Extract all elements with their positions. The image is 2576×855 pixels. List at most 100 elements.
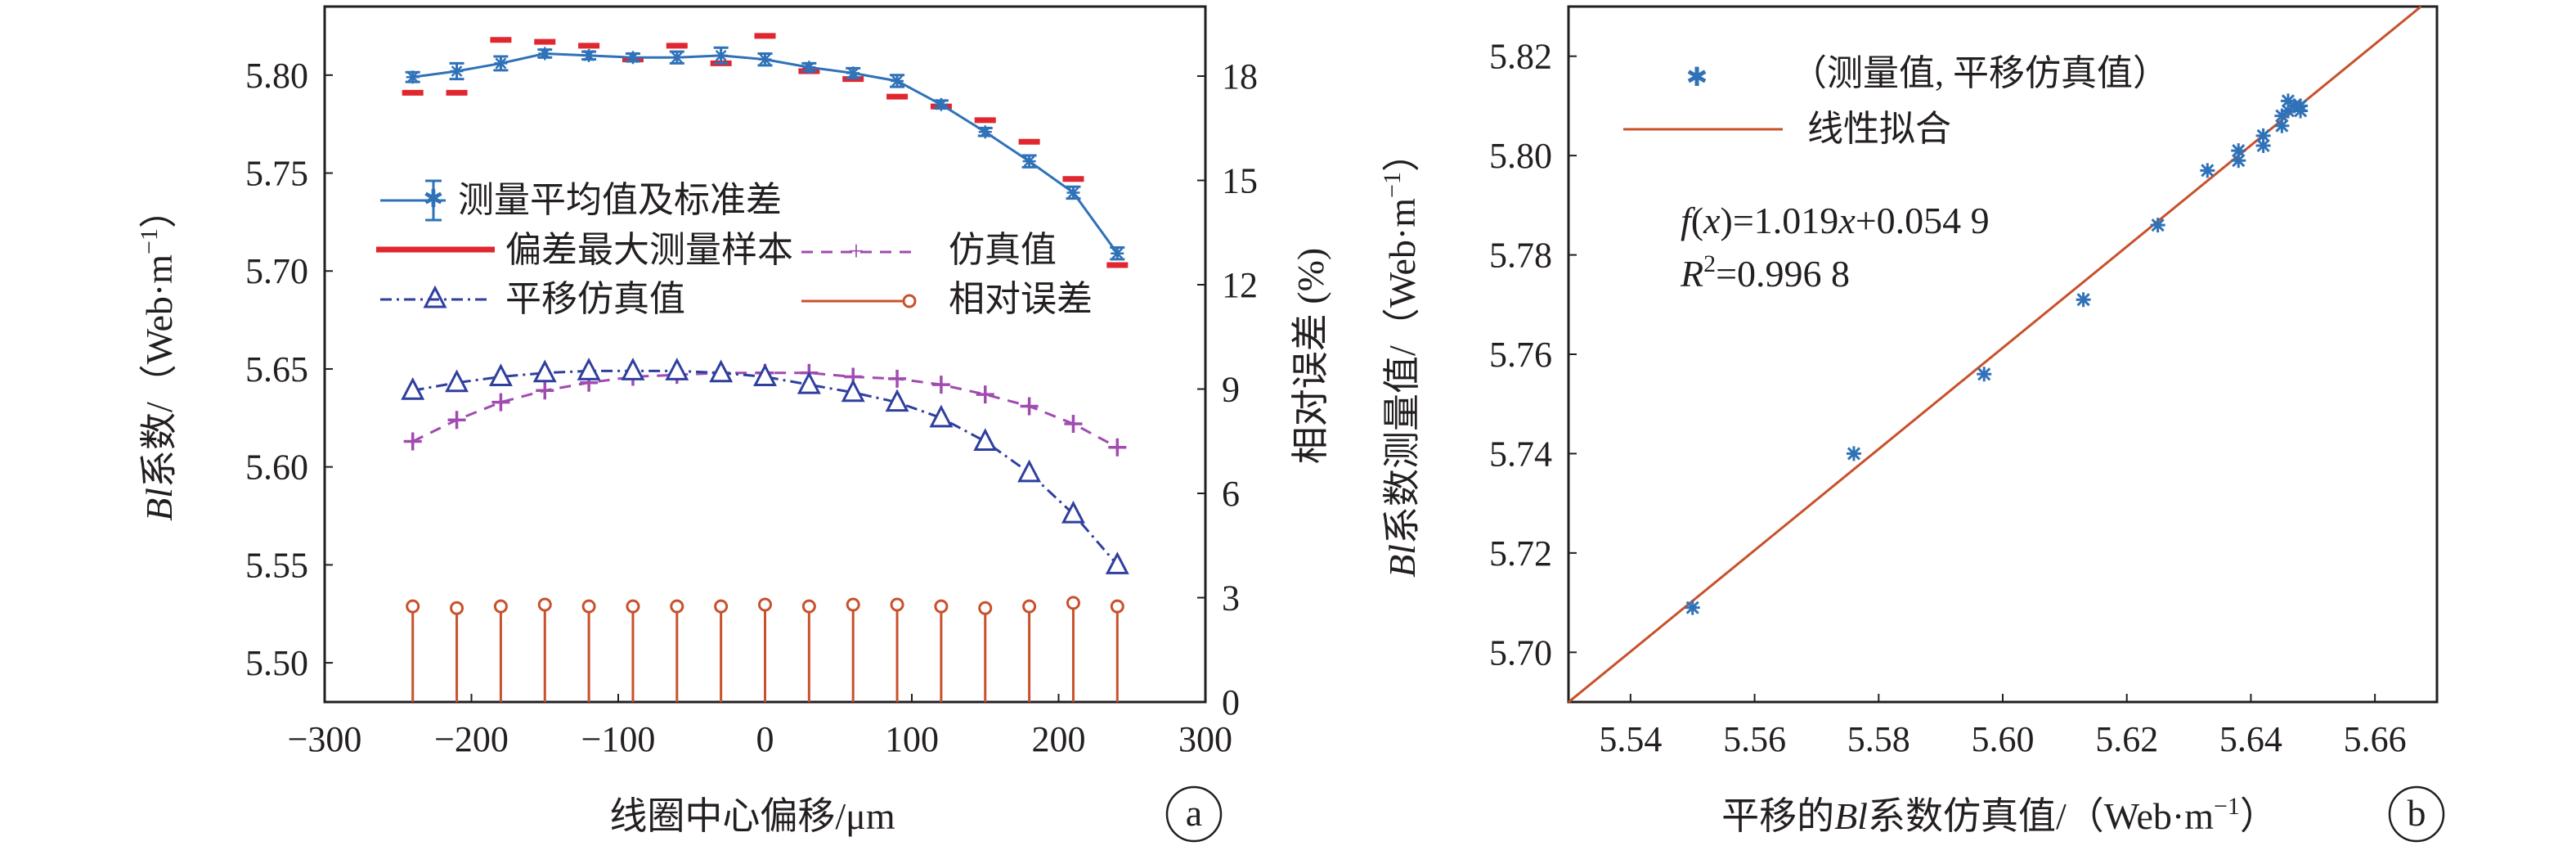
- y-left-tick-label: 5.55: [245, 545, 308, 585]
- relative-error-marker: [758, 597, 772, 612]
- scatter-point: [2150, 218, 2165, 233]
- y-left-tick-label: 5.75: [245, 154, 308, 194]
- x-tick-label: −200: [434, 719, 509, 759]
- panel-a-x-label: 线圈中心偏移/μm: [609, 795, 895, 837]
- scatter-point: [2076, 292, 2091, 308]
- shifted-point: [488, 363, 513, 387]
- measured-point: [582, 48, 596, 62]
- shifted-series: [401, 358, 1129, 574]
- x-tick-label: 5.60: [1972, 719, 2035, 759]
- measured-point: [494, 56, 508, 70]
- x-tick-label: 5.62: [2095, 719, 2158, 759]
- svg-text:✱: ✱: [423, 186, 443, 213]
- shifted-point: [577, 358, 601, 380]
- measured-series: [405, 46, 1125, 261]
- panel-b-y-label: Bl系数测量值/（Web·m−1）: [1379, 134, 1423, 578]
- x-tick-label: −100: [581, 719, 656, 759]
- legend-label-points: （测量值, 平移仿真值）: [1791, 53, 2169, 93]
- y-left-tick-label: 5.60: [245, 448, 308, 488]
- relative-error-marker: [801, 599, 816, 614]
- shifted-point: [885, 389, 909, 412]
- panel-a-tag: a: [1165, 785, 1223, 843]
- relative-error-marker: [714, 599, 729, 614]
- measured-point: [1066, 186, 1080, 200]
- y-left-tick-label: 5.50: [245, 643, 308, 683]
- simulated-point: [536, 381, 554, 400]
- simulated-point: [403, 432, 422, 451]
- x-tick-label: 5.66: [2344, 719, 2407, 759]
- legend-item-points: ✱ （测量值, 平移仿真值）: [1686, 53, 2169, 93]
- shifted-point: [797, 371, 821, 394]
- measured-point: [934, 97, 948, 111]
- svg-text:+: +: [848, 236, 864, 267]
- legend-label-fit: 线性拟合: [1807, 109, 1951, 149]
- shifted-point: [1105, 551, 1129, 574]
- legend-item-deviation: 偏差最大测量样本: [376, 230, 793, 270]
- shifted-point: [1017, 459, 1042, 483]
- legend-item-simulated: + 仿真值: [801, 230, 1057, 270]
- scatter-point: [2280, 93, 2296, 109]
- x-tick-label: 100: [885, 719, 939, 759]
- svg-text:✱: ✱: [1686, 62, 1708, 92]
- legend-label-measured: 测量平均值及标准差: [458, 180, 782, 220]
- panel-b: 5.54 5.56 5.58 5.60 5.62 5.64 5.66 5.705.725.7…: [1379, 5, 2445, 843]
- simulated-point: [976, 385, 994, 404]
- simulated-point: [491, 393, 510, 412]
- x-tick-label: 200: [1032, 719, 1086, 759]
- legend-label-relative-error: 相对误差: [949, 279, 1093, 319]
- y-tick-label: 5.72: [1489, 533, 1552, 574]
- legend-item-relative-error: 相对误差: [801, 279, 1093, 319]
- relative-error-marker: [493, 599, 508, 614]
- shifted-point: [753, 363, 777, 387]
- scatter-point: [2293, 98, 2309, 114]
- relative-error-marker: [846, 597, 860, 612]
- y-tick-label: 5.78: [1489, 236, 1552, 276]
- y-right-tick-label: 12: [1222, 265, 1258, 305]
- shifted-line: [412, 369, 1119, 566]
- measured-point: [626, 51, 640, 65]
- relative-error-marker: [1022, 599, 1037, 614]
- y-tick-label: 5.70: [1489, 632, 1552, 673]
- measured-point: [978, 125, 992, 139]
- legend-item-measured: ✱ 测量平均值及标准差: [380, 179, 782, 222]
- y-right-tick-label: 15: [1222, 161, 1258, 201]
- simulated-point: [447, 411, 466, 430]
- shifted-point: [929, 404, 954, 428]
- shifted-point: [445, 369, 469, 393]
- y-right-tick-label: 0: [1222, 682, 1240, 722]
- legend-item-fit: 线性拟合: [1623, 109, 1951, 149]
- shifted-point: [709, 359, 734, 383]
- scatter-points: [1685, 93, 2309, 615]
- relative-error-marker: [1066, 596, 1080, 610]
- relative-error-marker: [934, 599, 949, 614]
- simulated-point: [1064, 415, 1083, 433]
- panel-a-y-left-ticks: 5.50 5.55 5.60 5.65 5.70 5.75 5.80: [245, 56, 333, 683]
- shifted-point: [665, 358, 689, 380]
- measured-point: [406, 70, 420, 84]
- r-squared: R2=0.996 8: [1680, 250, 1850, 295]
- measured-point: [714, 48, 728, 62]
- scatter-point: [2231, 143, 2246, 159]
- panel-b-legend: ✱ （测量值, 平移仿真值） 线性拟合: [1623, 53, 2169, 149]
- shifted-point: [1061, 500, 1085, 524]
- svg-text:a: a: [1186, 792, 1202, 834]
- scatter-point: [2200, 163, 2215, 178]
- panel-b-x-ticks: 5.54 5.56 5.58 5.60 5.62 5.64 5.66: [1599, 694, 2407, 759]
- y-right-tick-label: 18: [1222, 56, 1258, 97]
- relative-error-marker: [406, 599, 420, 614]
- y-left-tick-label: 5.65: [245, 349, 308, 389]
- measured-point: [538, 47, 552, 61]
- x-tick-label: 5.58: [1847, 719, 1910, 759]
- fit-equation: f(x)=1.019x+0.054 9: [1681, 200, 1990, 241]
- panel-b-tag: b: [2388, 785, 2445, 843]
- legend-label-simulated: 仿真值: [949, 230, 1057, 270]
- measured-point: [802, 61, 816, 74]
- relative-error-marker: [890, 597, 904, 612]
- legend-label-deviation: 偏差最大测量样本: [505, 230, 793, 270]
- scatter-point: [2231, 153, 2246, 169]
- simulated-point: [1020, 397, 1039, 416]
- relative-error-marker: [670, 599, 684, 614]
- panel-b-x-label: 平移的Bl系数仿真值/（Web·m−1）: [1721, 793, 2278, 837]
